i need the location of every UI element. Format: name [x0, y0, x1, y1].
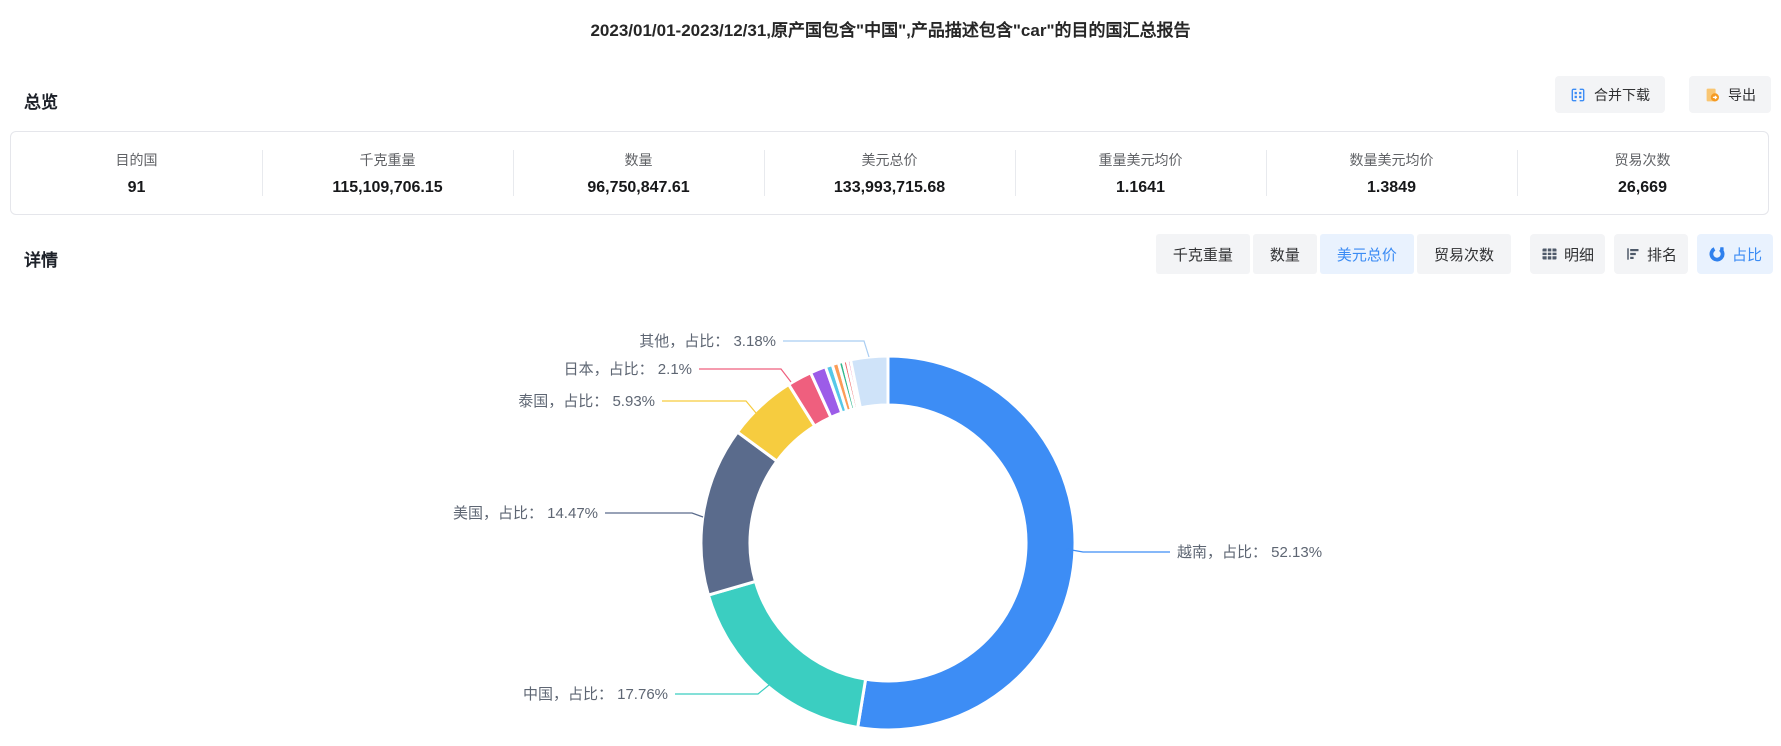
pie-label-line-其他	[783, 340, 870, 358]
details-heading: 详情	[24, 251, 58, 270]
merge-download-label: 合并下载	[1594, 86, 1650, 103]
stat-label: 数量美元均价	[1349, 151, 1434, 168]
merge-download-button[interactable]: 合并下载	[1555, 76, 1665, 113]
stat-label: 重量美元均价	[1098, 151, 1183, 168]
stat-label: 贸易次数	[1614, 151, 1671, 168]
stat-kg-weight: 千克重量 115,109,706.15	[262, 150, 513, 197]
tab-share-label: 占比	[1731, 246, 1762, 264]
pie-label-其他: 其他，占比： 3.18%	[639, 333, 776, 350]
stat-value: 133,993,715.68	[833, 178, 946, 196]
overview-stats-card: 目的国 91 千克重量 115,109,706.15 数量 96,750,847…	[10, 131, 1769, 215]
stat-value: 26,669	[1618, 178, 1667, 196]
pie-slice-美国[interactable]	[699, 430, 779, 597]
stat-usd-per-quantity: 数量美元均价 1.3849	[1266, 150, 1517, 197]
tab-trade-count[interactable]: 贸易次数	[1416, 234, 1511, 274]
page-title: 2023/01/01-2023/12/31,原产国包含"中国",产品描述包含"c…	[590, 21, 1191, 40]
stat-usd-per-weight: 重量美元均价 1.1641	[1015, 150, 1266, 197]
stat-value: 115,109,706.15	[332, 178, 443, 196]
stat-usd-total: 美元总价 133,993,715.68	[764, 150, 1015, 197]
view-tabs: 明细 排名 占比	[1529, 234, 1773, 274]
pie-label-line-日本	[699, 368, 792, 383]
tab-usd-total[interactable]: 美元总价	[1319, 234, 1414, 274]
pie-label-日本: 日本，占比： 2.1%	[564, 361, 692, 378]
tab-detail-view[interactable]: 明细	[1529, 234, 1605, 274]
merge-download-icon	[1570, 87, 1586, 103]
stat-value: 91	[127, 178, 146, 196]
tab-share-view[interactable]: 占比	[1696, 234, 1773, 274]
pie-label-line-泰国	[662, 400, 757, 414]
pie-slice-其他[interactable]	[849, 354, 890, 410]
tab-detail-label: 明细	[1563, 246, 1594, 264]
stat-label: 数量	[624, 151, 653, 168]
pie-label-美国: 美国，占比： 14.47%	[453, 505, 598, 522]
pie-label-line-中国	[675, 684, 770, 695]
stat-quantity: 数量 96,750,847.61	[513, 150, 764, 197]
stat-value: 96,750,847.61	[587, 178, 690, 196]
stat-trade-count: 贸易次数 26,669	[1517, 150, 1768, 197]
stat-value: 1.1641	[1116, 178, 1165, 196]
pie-label-中国: 中国，占比： 17.76%	[523, 686, 668, 703]
export-label: 导出	[1728, 86, 1756, 103]
overview-heading: 总览	[24, 93, 58, 112]
pie-label-泰国: 泰国，占比： 5.93%	[518, 393, 655, 410]
pie-slice-越南[interactable]	[856, 354, 1077, 732]
pie-label-line-越南	[1065, 548, 1170, 553]
toolbar: 合并下载 导出	[1555, 76, 1771, 113]
stat-value: 1.3849	[1367, 178, 1416, 196]
tab-ranking-view[interactable]: 排名	[1613, 234, 1688, 274]
donut-chart-canvas: 越南，占比： 52.13% 中国，占比： 17.76% 美国，占比： 14.47% 泰…	[453, 333, 1322, 732]
pie-label-line-美国	[605, 512, 704, 518]
tab-ranking-label: 排名	[1646, 246, 1677, 264]
donut-icon	[1708, 245, 1726, 263]
tab-kg-weight[interactable]: 千克重量	[1155, 234, 1250, 274]
export-button[interactable]: 导出	[1689, 76, 1771, 113]
stat-label: 目的国	[115, 151, 158, 168]
metric-tabs: 千克重量 数量 美元总价 贸易次数	[1155, 234, 1511, 274]
ranking-icon	[1625, 246, 1641, 262]
table-icon	[1541, 246, 1558, 262]
pie-slice-中国[interactable]	[706, 579, 868, 730]
details-toolbar: 千克重量 数量 美元总价 贸易次数 明细 排名	[1155, 234, 1773, 274]
stat-destination-countries: 目的国 91	[11, 150, 262, 197]
stat-label: 美元总价	[861, 151, 918, 168]
stat-label: 千克重量	[359, 151, 416, 168]
export-icon	[1704, 87, 1720, 103]
pie-label-越南: 越南，占比： 52.13%	[1177, 544, 1322, 561]
tab-quantity[interactable]: 数量	[1252, 234, 1317, 274]
donut-chart: 越南，占比： 52.13% 中国，占比： 17.76% 美国，占比： 14.47% 泰…	[0, 281, 1781, 741]
